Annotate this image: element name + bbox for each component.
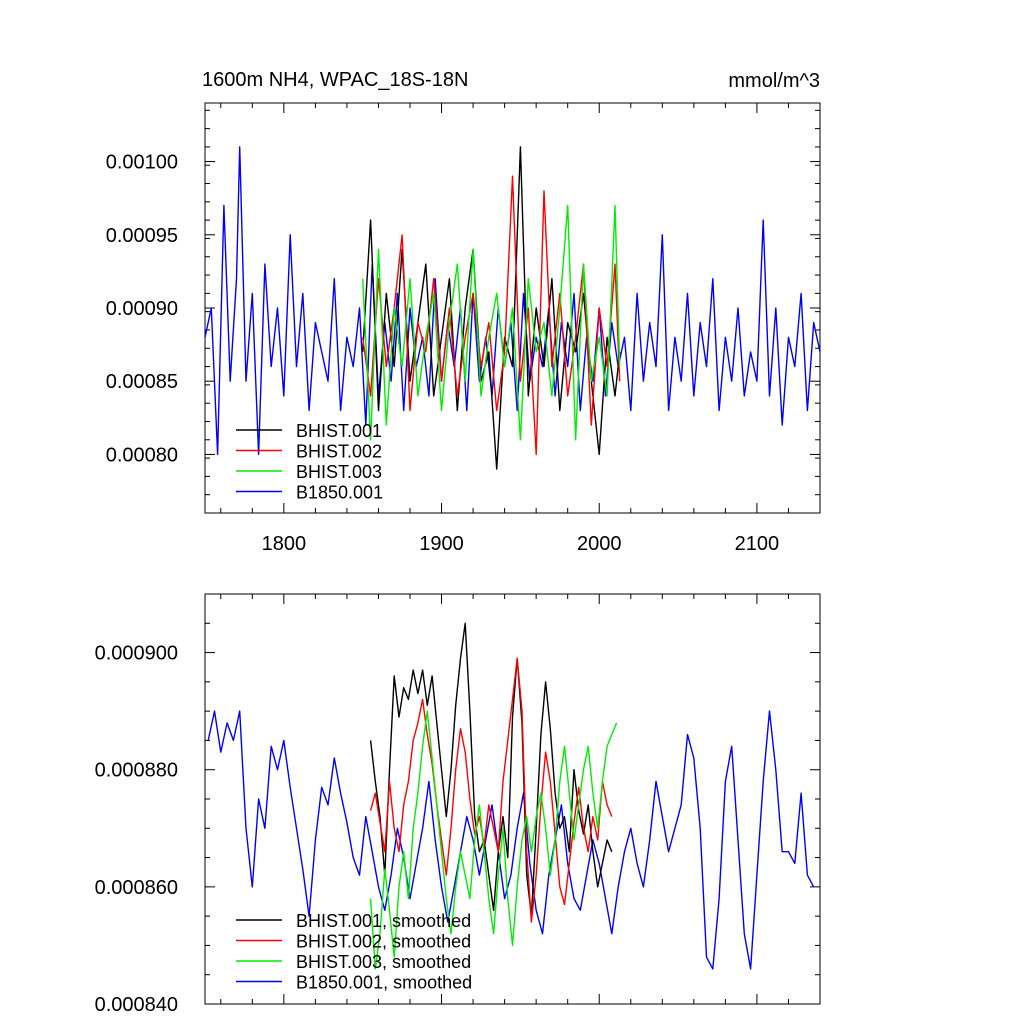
x-tick-label: 2100 [735, 533, 780, 555]
legend-label: BHIST.001 [296, 421, 382, 441]
y-tick-label: 0.00100 [106, 152, 178, 174]
legend-label: B1850.001, smoothed [296, 973, 472, 993]
legend-label: BHIST.003, smoothed [296, 952, 471, 972]
y-tick-label: 0.00080 [106, 444, 178, 466]
x-tick-label: 1900 [419, 533, 464, 555]
y-tick-label: 0.00085 [106, 371, 178, 393]
legend-label: B1850.001 [296, 483, 383, 503]
x-tick-label: 2000 [577, 533, 622, 555]
x-tick-label: 1800 [262, 533, 307, 555]
y-tick-label: 0.00095 [106, 225, 178, 247]
series-line [369, 657, 613, 923]
legend-label: BHIST.002, smoothed [296, 932, 471, 952]
series-line [207, 710, 815, 970]
chart-title: 1600m NH4, WPAC_18S-18N [202, 69, 468, 91]
series-line [369, 710, 618, 970]
legend-label: BHIST.003 [296, 462, 382, 482]
y-tick-label: 0.000880 [95, 760, 178, 782]
chart-units: mmol/m^3 [728, 70, 820, 92]
series-line [369, 622, 613, 917]
y-tick-label: 0.000860 [95, 877, 178, 899]
y-tick-label: 0.000840 [95, 994, 178, 1016]
y-tick-label: 0.00090 [106, 298, 178, 320]
series-line [362, 204, 621, 441]
y-tick-label: 0.000900 [95, 643, 178, 665]
legend-label: BHIST.002 [296, 442, 382, 462]
legend-label: BHIST.001, smoothed [296, 911, 471, 931]
